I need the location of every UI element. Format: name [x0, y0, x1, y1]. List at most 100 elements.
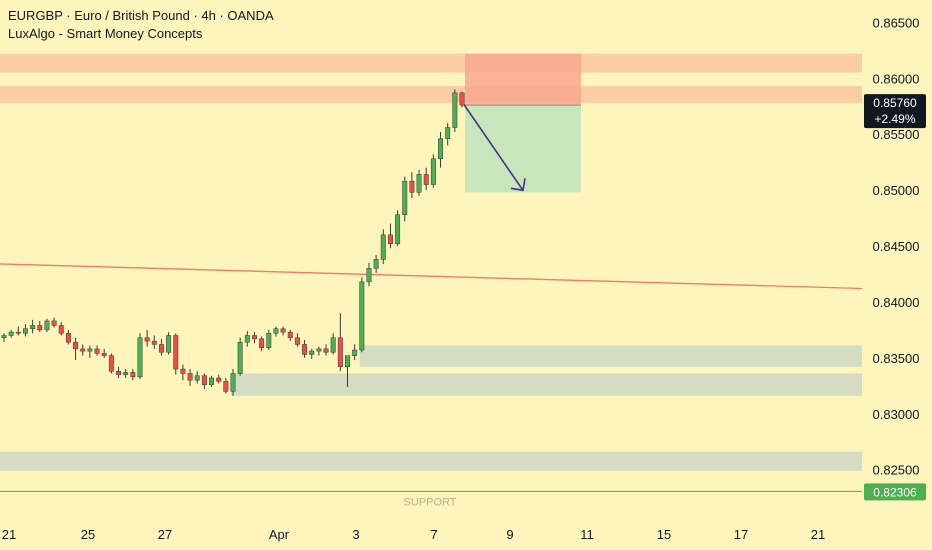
candle-body	[116, 371, 121, 375]
plot-background	[0, 0, 862, 520]
candle-body	[73, 341, 79, 350]
candle-2	[8, 329, 14, 338]
candle-body	[287, 331, 293, 338]
candle-body	[80, 348, 86, 352]
candle-body	[94, 348, 100, 354]
price-tick-label: 0.83000	[873, 407, 920, 422]
candle-60	[423, 167, 429, 191]
time-tick-label: 21	[2, 527, 16, 542]
candle-20	[137, 333, 143, 380]
candles-layer	[1, 89, 465, 396]
trendline-layer	[0, 263, 863, 290]
candle-body	[252, 335, 257, 340]
candle-34	[237, 337, 243, 376]
candle-body	[1, 335, 7, 338]
candle-43	[302, 339, 308, 358]
candle-body	[302, 344, 308, 355]
candle-body	[345, 355, 350, 368]
candle-55	[387, 223, 393, 249]
candle-body	[137, 337, 143, 378]
candle-body	[144, 337, 150, 342]
short-position-layer[interactable]	[462, 53, 581, 193]
symbol-title[interactable]: EURGBP · Euro / British Pound · 4h · OAN…	[8, 8, 274, 23]
candle-25	[173, 333, 179, 375]
price-tick-label: 0.83500	[873, 351, 920, 366]
candle-7	[44, 318, 50, 333]
candle-body	[151, 340, 157, 345]
candle-51	[359, 277, 365, 353]
candle-65	[459, 91, 465, 108]
candle-26	[180, 364, 186, 381]
candle-body	[187, 373, 193, 381]
candle-body	[244, 335, 250, 343]
price-tick-label: 0.85000	[873, 183, 920, 198]
candle-body	[316, 348, 322, 352]
arrow-head-icon	[510, 178, 526, 192]
candle-body	[409, 180, 415, 193]
candle-33	[230, 369, 236, 396]
candle-47	[330, 333, 336, 355]
price-tick-label: 0.82500	[873, 463, 920, 478]
price-axis[interactable]: 0.86500 0.86000 0.85500 0.85000 0.84500 0.840…	[873, 15, 920, 477]
candle-6	[37, 320, 43, 333]
candle-46	[323, 344, 329, 356]
candle-body	[58, 325, 64, 334]
candle-body	[44, 320, 50, 331]
candle-body	[194, 375, 200, 381]
candle-49	[345, 355, 350, 387]
candle-63	[445, 123, 451, 146]
time-tick-label: 25	[81, 527, 95, 542]
time-tick-label: 11	[580, 527, 594, 542]
candle-11	[73, 337, 79, 361]
candle-body	[323, 348, 329, 353]
candle-body	[87, 348, 93, 352]
candle-39	[273, 326, 279, 337]
candle-38	[266, 329, 272, 351]
candle-61	[430, 154, 436, 188]
candle-1	[1, 333, 7, 343]
candle-57	[402, 176, 408, 222]
candle-body	[108, 355, 114, 372]
candle-body	[438, 138, 443, 160]
candle-64	[452, 89, 458, 132]
demand-zone-3	[359, 345, 862, 367]
candle-body	[416, 174, 422, 193]
candle-body	[216, 377, 222, 382]
candle-body	[8, 331, 14, 336]
candle-28	[194, 371, 200, 384]
time-tick-label: 7	[430, 527, 437, 542]
candle-body	[23, 328, 28, 334]
candle-body	[230, 373, 236, 392]
indicator-name[interactable]: LuxAlgo - Smart Money Concepts	[8, 26, 203, 41]
last-price-change: +2.49%	[874, 112, 915, 126]
demand-zone-4	[231, 373, 862, 396]
candle-body	[294, 337, 300, 345]
last-price-badge: 0.85760 +2.49%	[864, 94, 926, 129]
candle-body	[373, 259, 379, 269]
candle-16	[108, 353, 114, 374]
candle-body	[380, 234, 386, 260]
candle-36	[252, 332, 257, 344]
candle-50	[352, 344, 358, 361]
trendline	[0, 263, 863, 290]
time-tick-label: 3	[352, 527, 359, 542]
candle-body	[423, 174, 429, 185]
time-tick-label: 15	[657, 527, 671, 542]
demand-zone-5	[0, 451, 862, 471]
time-tick-label: 27	[158, 527, 172, 542]
candle-body	[158, 344, 164, 353]
time-tick-label: 17	[734, 527, 748, 542]
time-axis[interactable]: 21 25 27 Apr 3 7 9 11 15 17 21	[2, 527, 825, 542]
candle-19	[130, 369, 136, 381]
candle-37	[259, 336, 265, 352]
candle-56	[395, 210, 401, 247]
candle-42	[294, 333, 300, 347]
candle-59	[416, 169, 422, 196]
candle-31	[216, 374, 222, 384]
candle-27	[187, 369, 193, 386]
take-profit-zone	[465, 105, 581, 193]
candle-body	[330, 337, 336, 353]
price-tick-label: 0.85500	[873, 127, 920, 142]
candle-9	[58, 322, 64, 336]
